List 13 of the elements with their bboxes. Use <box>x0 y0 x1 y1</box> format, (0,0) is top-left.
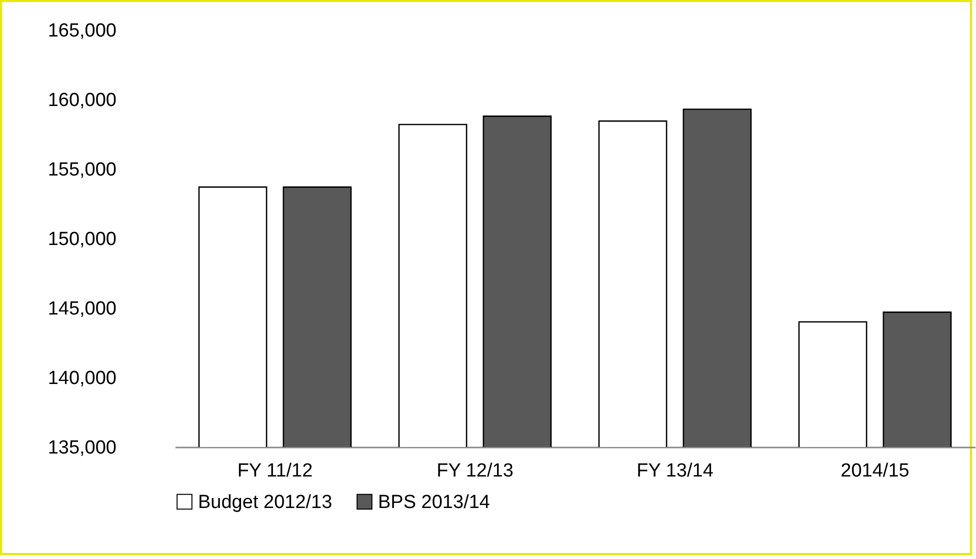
y-tick-label: 140,000 <box>48 368 116 389</box>
y-tick-label: 165,000 <box>48 20 116 42</box>
x-tick-label: 2014/15 <box>840 460 910 482</box>
x-tick-label: FY 12/13 <box>436 460 514 482</box>
legend-label: BPS 2013/14 <box>378 492 490 513</box>
x-tick-label: FY 13/14 <box>636 460 714 482</box>
y-tick-label: 145,000 <box>48 298 116 320</box>
y-tick-label: 160,000 <box>48 90 116 111</box>
y-tick-label: 150,000 <box>48 229 116 250</box>
legend-label: Budget 2012/13 <box>198 492 332 513</box>
y-tick-label: 155,000 <box>48 160 116 180</box>
x-tick-label: FY 11/12 <box>237 460 313 482</box>
y-tick-label: 135,000 <box>48 438 116 458</box>
